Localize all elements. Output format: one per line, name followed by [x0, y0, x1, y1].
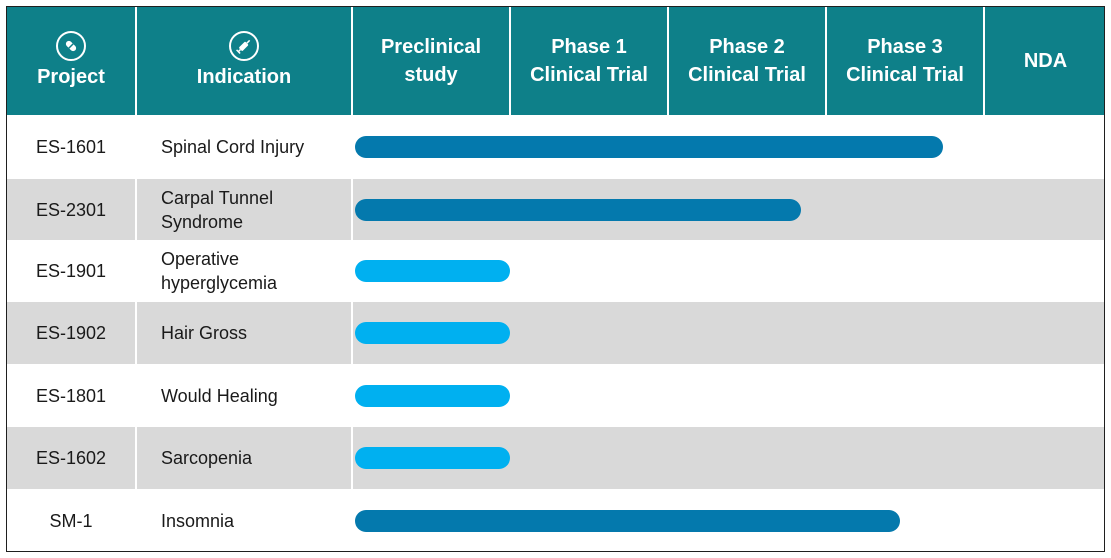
- indication-name: Carpal Tunnel Syndrome: [161, 187, 274, 232]
- indication-name: Operative hyperglycemia: [161, 249, 278, 293]
- progress-bar: [355, 260, 510, 282]
- indication-name: Sarcopenia: [161, 448, 253, 468]
- table-row: SM-1 Insomnia: [7, 489, 1104, 551]
- header-stage-preclinical: Preclinical study: [353, 7, 509, 115]
- project-code: ES-2301: [35, 199, 107, 220]
- header-project: Project: [7, 7, 135, 115]
- pill-icon: [56, 31, 86, 61]
- progress-bar: [355, 447, 510, 469]
- table-row: ES-1602 Sarcopenia: [7, 427, 1104, 489]
- table-row: ES-1601 Spinal Cord Injury: [7, 115, 1104, 179]
- stage-label: Phase 2 Clinical Trial: [688, 36, 806, 86]
- table-header: Project Indication Preclinical study Pha…: [7, 7, 1104, 115]
- column-divider: [667, 7, 669, 115]
- header-stage-phase3: Phase 3 Clinical Trial: [827, 7, 983, 115]
- stage-label: Preclinical study: [380, 36, 482, 86]
- column-divider: [509, 7, 511, 115]
- header-indication-label: Indication: [196, 66, 292, 88]
- header-stage-nda: NDA: [985, 7, 1104, 115]
- table-row: ES-1902 Hair Gross: [7, 302, 1104, 364]
- progress-bar: [355, 385, 510, 407]
- project-code: ES-1801: [35, 385, 107, 406]
- stage-label: Phase 3 Clinical Trial: [846, 36, 964, 86]
- column-divider: [135, 7, 137, 551]
- pipeline-table: Project Indication Preclinical study Pha…: [6, 6, 1105, 552]
- column-divider: [983, 7, 985, 115]
- column-divider: [351, 7, 353, 551]
- progress-bar: [355, 136, 943, 158]
- project-code: ES-1602: [35, 448, 107, 468]
- syringe-icon: [229, 31, 259, 61]
- table-row: ES-2301 Carpal Tunnel Syndrome: [7, 179, 1104, 240]
- project-code: ES-1601: [35, 137, 107, 157]
- progress-bar: [355, 199, 801, 221]
- indication-name: Hair Gross: [161, 323, 248, 343]
- column-divider: [825, 7, 827, 115]
- stage-label: NDA: [1023, 50, 1068, 72]
- indication-name: Spinal Cord Injury: [161, 137, 305, 157]
- project-code: SM-1: [49, 511, 93, 531]
- header-stage-phase2: Phase 2 Clinical Trial: [669, 7, 825, 115]
- table-row: ES-1801 Would Healing: [7, 364, 1104, 427]
- header-indication: Indication: [137, 7, 351, 115]
- indication-name: Insomnia: [161, 511, 235, 531]
- header-project-label: Project: [37, 66, 105, 88]
- progress-bar: [355, 322, 510, 344]
- stage-label: Phase 1 Clinical Trial: [530, 36, 648, 86]
- header-stage-phase1: Phase 1 Clinical Trial: [511, 7, 667, 115]
- table-row: ES-1901 Operative hyperglycemia: [7, 240, 1104, 302]
- indication-name: Would Healing: [161, 385, 278, 406]
- project-code: ES-1902: [35, 323, 107, 343]
- project-code: ES-1901: [35, 261, 107, 281]
- progress-bar: [355, 510, 900, 532]
